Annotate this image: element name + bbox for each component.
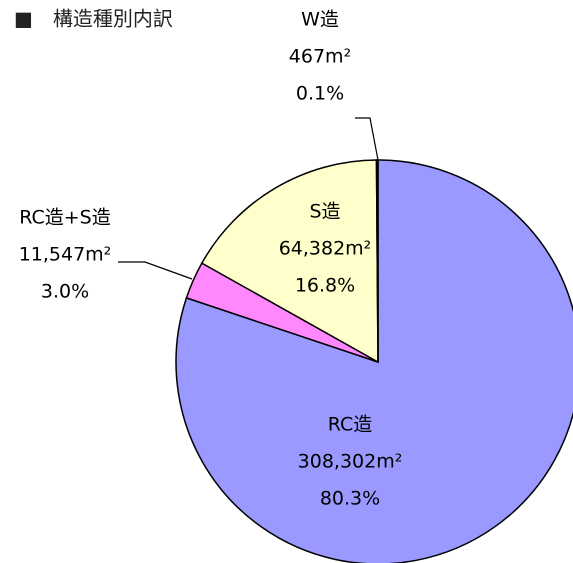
pie-slice: [200, 159, 379, 364]
slice-value-label: 467m²: [289, 46, 351, 68]
slice-value-label: 64,382m²: [279, 238, 372, 260]
slice-percent-label: 0.1%: [296, 83, 344, 105]
leader-line: [118, 261, 193, 280]
slice-label: RC造: [328, 414, 373, 436]
chart-title: ■ 構造種別内訳: [14, 7, 173, 31]
slice-percent-label: 16.8%: [295, 275, 355, 297]
slice-label: RC造+S造: [19, 207, 111, 229]
slice-percent-label: 80.3%: [320, 488, 380, 510]
pie-slice: [375, 159, 379, 363]
slice-value-label: 308,302m²: [298, 451, 403, 473]
slice-label: W造: [301, 9, 339, 31]
slice-value-label: 11,547m²: [19, 244, 112, 266]
slice-percent-label: 3.0%: [41, 281, 89, 303]
slice-label: S造: [309, 201, 340, 223]
leader-line: [355, 117, 379, 161]
